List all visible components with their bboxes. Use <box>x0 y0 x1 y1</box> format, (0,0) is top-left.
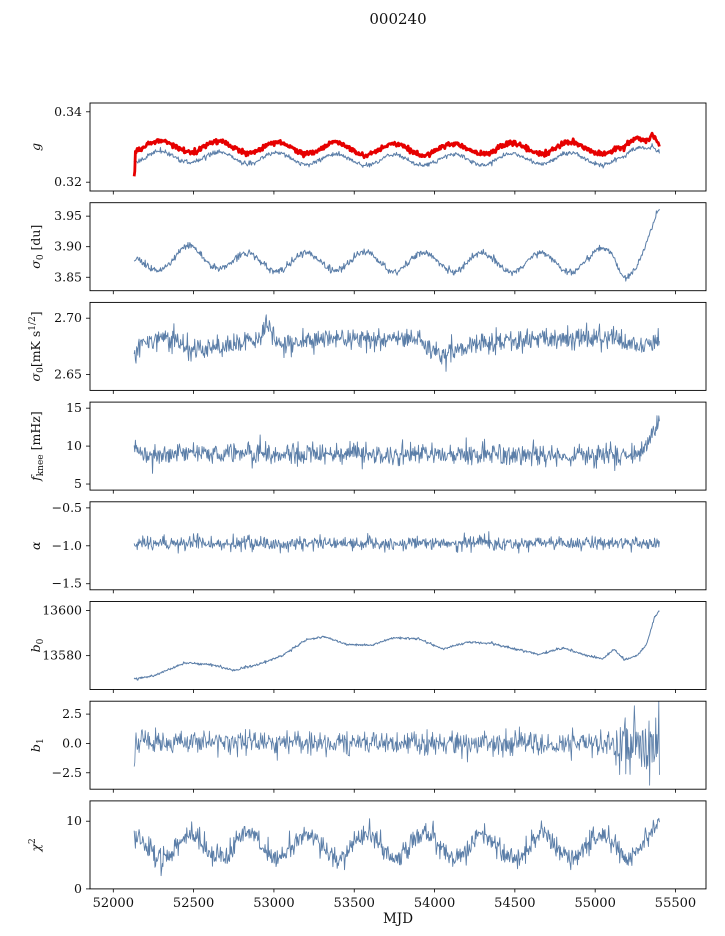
y-axis-label-b0: b0 <box>28 638 46 652</box>
x-tick-label: 54500 <box>494 896 535 911</box>
y-tick-label: 3.95 <box>54 208 82 223</box>
axes-frame <box>89 601 707 690</box>
y-axis-label-sigma0_du: σ0 [du] <box>28 225 46 269</box>
series-chi2 <box>133 817 660 877</box>
series-sigma0-mks <box>133 314 660 372</box>
axes-frame <box>89 501 707 591</box>
y-tick-label: 3.90 <box>54 239 82 254</box>
panel-sigma0_du: 3.85 3.90 3.95 σ0 [du] <box>28 202 707 295</box>
figure-title: 000240 <box>369 10 427 28</box>
y-tick-label: 10 <box>66 813 82 828</box>
series-b1 <box>133 701 660 786</box>
y-axis-label-g: g <box>28 143 43 151</box>
x-tick-label: 55500 <box>655 896 696 911</box>
x-tick-label: 54000 <box>414 896 455 911</box>
y-tick-label: −1.0 <box>52 538 82 553</box>
series-sigma0-du <box>133 208 660 282</box>
y-tick-label: 0.0 <box>62 735 82 750</box>
axes-frame <box>89 102 707 192</box>
x-axis-label: MJD <box>382 911 414 927</box>
panel-b1: −2.5 0.0 2.5 b1 <box>28 700 707 793</box>
y-tick-label: −0.5 <box>52 500 82 515</box>
panel-b0: 13580 13600 b0 <box>28 601 707 693</box>
y-tick-label: 0 <box>74 881 82 896</box>
series-g-fit <box>133 143 660 169</box>
panel-fknee: 5 10 15 fknee [mHz] <box>28 400 707 494</box>
series-fknee <box>133 415 660 474</box>
panel-chi2: 0 10 52000 52500 53000 53500 54000 54500 55000 55… <box>28 800 707 911</box>
y-tick-label: 2.5 <box>62 706 82 721</box>
y-tick-label: 2.70 <box>54 310 82 325</box>
axes-frame <box>89 800 707 890</box>
y-tick-label: 0.34 <box>54 104 82 119</box>
y-axis-label-sigma0_mks: σ0[mK s1/2] <box>28 311 46 381</box>
y-axis-label-alpha: α <box>28 541 43 550</box>
y-tick-label: 10 <box>66 438 82 453</box>
y-tick-label: 2.65 <box>54 367 82 382</box>
x-tick-label: 55000 <box>574 896 615 911</box>
y-axis-label-b1: b1 <box>28 738 46 752</box>
series-g-measured <box>132 131 661 177</box>
y-tick-label: 3.85 <box>54 269 82 284</box>
axes-frame <box>89 401 707 491</box>
axes-frame <box>89 202 707 292</box>
x-tick-label: 53000 <box>253 896 294 911</box>
y-tick-label: 15 <box>66 400 82 415</box>
x-tick-label: 52500 <box>173 896 214 911</box>
axes-frame <box>89 700 707 790</box>
axes-frame <box>89 301 707 391</box>
series-b0 <box>133 610 660 681</box>
panel-alpha: −1.5 −1.0 −0.5 α <box>28 500 707 594</box>
y-tick-label: 13600 <box>42 603 82 618</box>
y-tick-label: 13580 <box>42 648 82 663</box>
x-tick-label: 53500 <box>334 896 375 911</box>
x-tick-label: 52000 <box>93 896 134 911</box>
panel-g: 0.32 0.34 g <box>28 102 707 195</box>
y-tick-label: 5 <box>74 476 82 491</box>
y-tick-label: −2.5 <box>52 765 82 780</box>
y-tick-label: 0.32 <box>54 174 82 189</box>
series-alpha <box>133 531 660 554</box>
panel-sigma0_mks: 2.65 2.70 σ0[mK s1/2] <box>28 301 707 394</box>
y-axis-label-chi2: χ2 <box>28 838 43 852</box>
y-axis-label-fknee: fknee [mHz] <box>28 411 46 482</box>
y-tick-label: −1.5 <box>52 576 82 591</box>
